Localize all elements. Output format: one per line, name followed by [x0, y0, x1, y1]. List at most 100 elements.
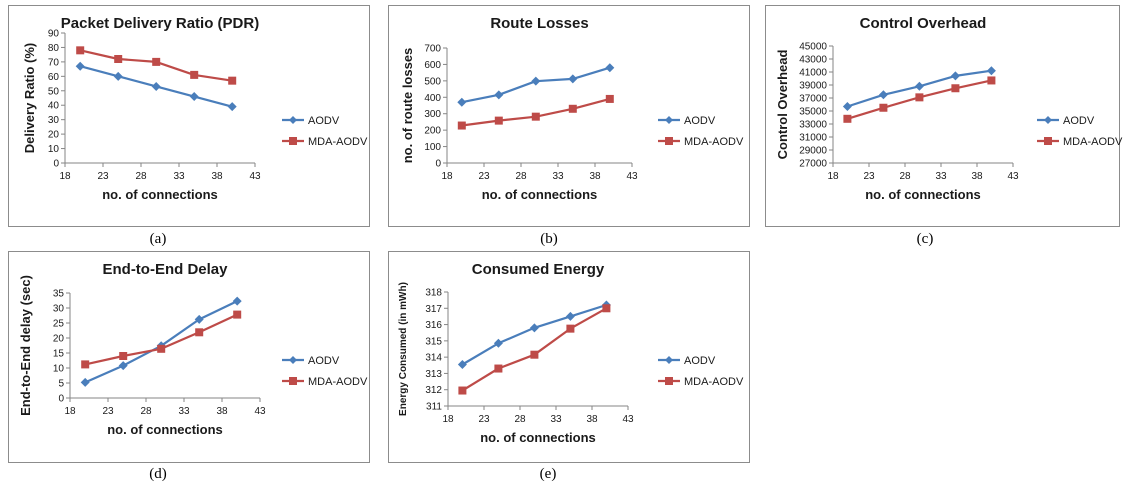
data-point-aodv — [493, 338, 503, 348]
y-tick-label: 27000 — [799, 159, 827, 170]
x-tick-label: 28 — [899, 171, 911, 182]
y-tick-label: 20 — [48, 130, 60, 141]
data-point-mda-aodv — [494, 364, 503, 373]
caption-d: (d) — [149, 466, 167, 482]
data-point-aodv — [565, 311, 575, 321]
x-tick-label: 43 — [1007, 171, 1019, 182]
y-tick-label: 5 — [58, 379, 64, 390]
chart-title: Consumed Energy — [472, 261, 605, 278]
x-tick-label: 18 — [442, 414, 454, 425]
y-tick-label: 100 — [424, 142, 441, 153]
legend-label: MDA-AODV — [308, 136, 368, 148]
data-point-mda-aodv — [951, 84, 960, 93]
y-tick-label: 37000 — [799, 94, 827, 105]
x-axis-label: no. of connections — [482, 187, 598, 202]
y-axis-label: End-to-End delay (sec) — [18, 275, 33, 416]
x-tick-label: 43 — [626, 171, 638, 182]
y-tick-label: 35 — [53, 289, 65, 300]
y-tick-label: 318 — [425, 288, 442, 299]
x-axis-label: no. of connections — [102, 187, 218, 202]
y-tick-label: 40 — [48, 101, 60, 112]
legend-marker — [665, 116, 673, 124]
data-point-aodv — [568, 74, 578, 84]
legend-label: MDA-AODV — [684, 376, 744, 388]
x-tick-label: 28 — [514, 414, 526, 425]
x-tick-label: 43 — [622, 414, 634, 425]
data-point-mda-aodv — [843, 114, 852, 123]
chart-consumed-energy: Consumed Energy 311 312 313 314 315 316 317 318 1… — [398, 261, 744, 445]
y-tick-label: 41000 — [799, 68, 827, 79]
series-line-mda-aodv — [461, 307, 607, 392]
y-tick-label: 314 — [425, 353, 442, 364]
y-tick-label: 10 — [53, 364, 65, 375]
y-tick-label: 80 — [48, 43, 60, 54]
x-tick-label: 18 — [827, 171, 839, 182]
y-tick-label: 315 — [425, 336, 442, 347]
x-tick-label: 38 — [586, 414, 598, 425]
legend-marker — [665, 377, 673, 385]
x-tick-label: 28 — [140, 406, 152, 417]
data-point-mda-aodv — [531, 112, 540, 121]
series-line-mda-aodv — [461, 97, 611, 127]
y-tick-label: 700 — [424, 44, 441, 55]
data-point-aodv — [232, 296, 242, 306]
x-tick-label: 23 — [102, 406, 114, 417]
data-point-aodv — [531, 76, 541, 86]
legend-label: AODV — [1063, 115, 1095, 127]
data-point-mda-aodv — [568, 104, 577, 113]
x-tick-label: 33 — [550, 414, 562, 425]
data-point-mda-aodv — [915, 93, 924, 102]
x-tick-label: 23 — [863, 171, 875, 182]
x-tick-label: 38 — [589, 171, 601, 182]
data-point-mda-aodv — [81, 360, 90, 369]
y-tick-label: 600 — [424, 60, 441, 71]
data-point-aodv — [986, 66, 996, 76]
data-point-mda-aodv — [566, 324, 575, 333]
legend-marker — [665, 137, 673, 145]
data-point-mda-aodv — [119, 352, 128, 360]
caption-a: (a) — [149, 231, 167, 247]
data-point-mda-aodv — [602, 304, 611, 313]
legend-label: MDA-AODV — [308, 376, 368, 388]
y-tick-label: 317 — [425, 304, 442, 315]
y-tick-label: 30 — [48, 115, 60, 126]
y-tick-label: 313 — [425, 369, 442, 380]
x-tick-label: 18 — [59, 171, 71, 182]
legend-label: AODV — [684, 355, 716, 367]
caption-b: (b) — [540, 231, 558, 247]
x-tick-label: 43 — [249, 171, 261, 182]
chart-frame-b — [388, 5, 750, 227]
caption-c: (c) — [916, 231, 934, 247]
data-point-mda-aodv — [190, 70, 199, 79]
data-point-mda-aodv — [987, 76, 996, 85]
y-tick-label: 45000 — [799, 42, 827, 53]
data-point-aodv — [878, 90, 888, 100]
x-tick-label: 18 — [441, 171, 453, 182]
chart-pdr: Packet Delivery Ratio (PDR) 0 10 20 30 40 50 60… — [22, 15, 368, 202]
panel-b: Route Losses 0 100 200 300 400 500 600 700 18 23 28… — [380, 0, 760, 250]
y-tick-label: 70 — [48, 57, 60, 68]
data-point-aodv — [75, 61, 85, 71]
y-axis-label: Control Overhead — [775, 50, 790, 160]
data-point-mda-aodv — [605, 94, 614, 103]
data-point-mda-aodv — [494, 116, 503, 125]
data-point-aodv — [457, 97, 467, 107]
y-tick-label: 0 — [58, 394, 64, 405]
y-tick-label: 25 — [53, 319, 65, 330]
legend-marker — [289, 377, 297, 385]
chart-end-to-end-delay: End-to-End Delay 0 5 10 15 20 25 30 35 18 23 28 33 38… — [18, 261, 368, 437]
legend-marker — [289, 356, 297, 364]
data-point-mda-aodv — [114, 55, 123, 63]
data-point-mda-aodv — [76, 46, 85, 55]
chart-frame-d — [8, 251, 370, 463]
legend-marker — [1044, 116, 1052, 124]
y-tick-label: 50 — [48, 86, 60, 97]
chart-title: Control Overhead — [860, 15, 987, 32]
data-point-aodv — [118, 361, 128, 371]
x-tick-label: 28 — [135, 171, 147, 182]
data-point-mda-aodv — [530, 350, 539, 359]
data-point-mda-aodv — [458, 386, 467, 395]
panel-a: Packet Delivery Ratio (PDR) 0 10 20 30 40 50 60… — [0, 0, 380, 250]
y-tick-label: 31000 — [799, 133, 827, 144]
legend-marker — [289, 137, 297, 145]
